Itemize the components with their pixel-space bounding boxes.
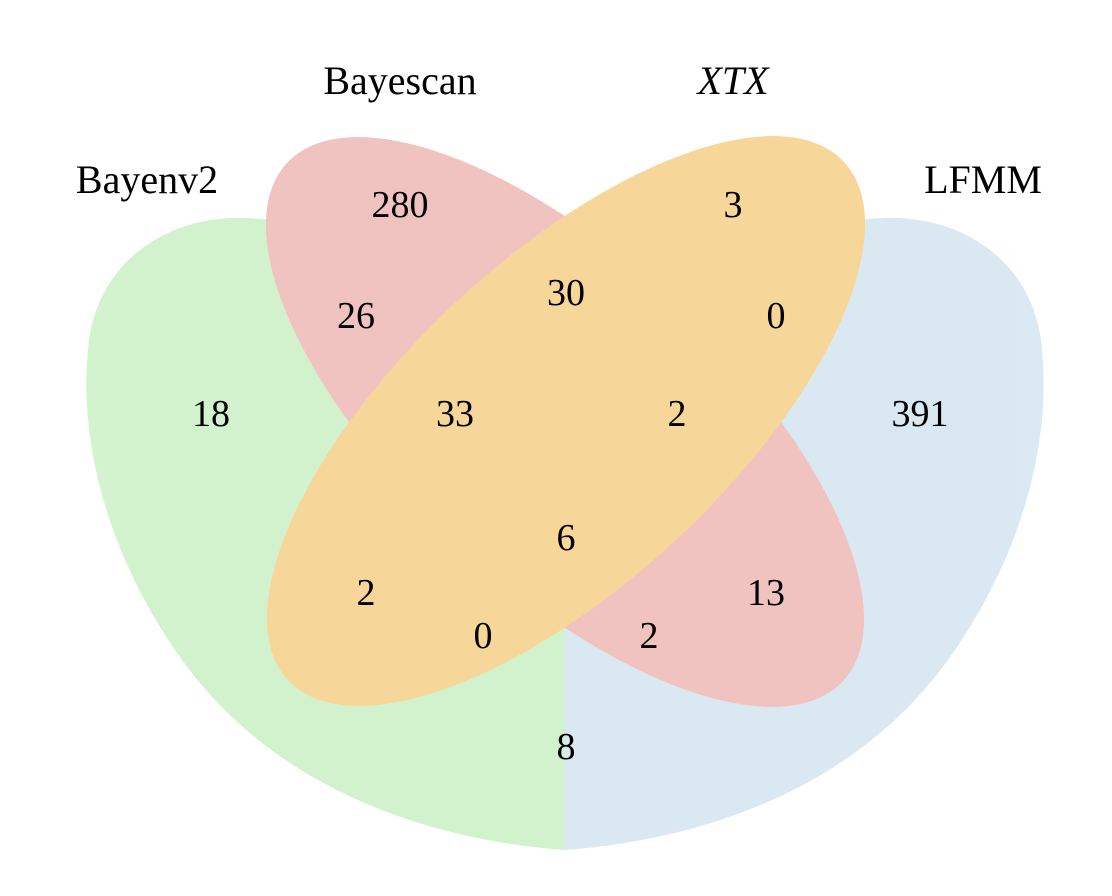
count-bayenv2-xtx-lfmm: 0: [474, 615, 493, 657]
count-bayescan-xtx: 30: [547, 272, 585, 314]
count-xtx-only: 3: [724, 184, 743, 226]
count-xtx-lfmm: 0: [767, 295, 786, 337]
count-bayescan-lfmm: 13: [747, 572, 785, 614]
count-bayenv2-lfmm: 8: [557, 726, 576, 768]
count-bayenv2-bayescan-xtx: 33: [436, 393, 474, 435]
count-bayenv2-bayescan: 26: [337, 295, 375, 337]
count-all-four: 6: [557, 517, 576, 559]
set-shapes: [86, 136, 1044, 851]
region-counts: 280 3 26 30 0 18 33 2 391 6 2 13 0 2 8: [192, 184, 949, 768]
count-bayenv2-bayescan-lfmm: 2: [640, 615, 659, 657]
bayenv2-label: Bayenv2: [76, 157, 218, 202]
bayescan-label: Bayescan: [323, 58, 476, 103]
set-labels: Bayenv2 Bayescan XTX LFMM: [76, 58, 1042, 202]
count-bayenv2-only: 18: [192, 393, 230, 435]
count-bayenv2-xtx: 2: [357, 572, 376, 614]
count-bayescan-xtx-lfmm: 2: [668, 393, 687, 435]
count-lfmm-only: 391: [892, 393, 949, 435]
xtx-set-shape: [266, 136, 866, 706]
xtx-label: XTX: [695, 58, 770, 103]
count-bayescan-only: 280: [372, 184, 429, 226]
lfmm-label: LFMM: [924, 157, 1042, 202]
